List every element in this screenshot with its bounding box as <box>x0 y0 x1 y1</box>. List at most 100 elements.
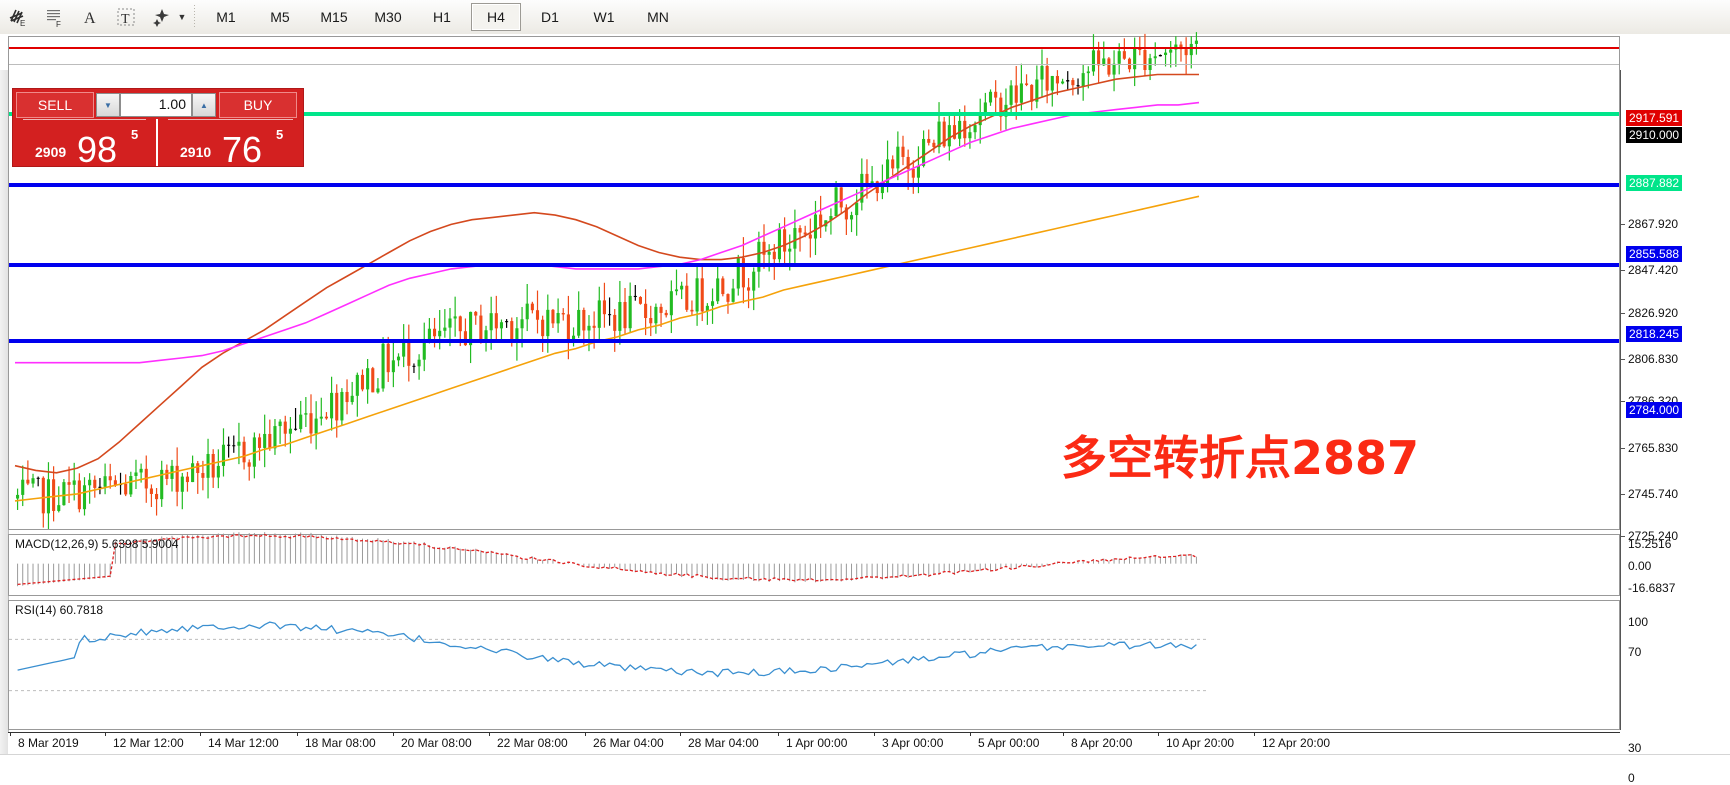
chart-annotation: 多空转折点2887 <box>1061 431 1420 485</box>
volume-increment-button[interactable]: ▲ <box>192 93 216 117</box>
price-label-2855-588: 2855.588 <box>1626 246 1683 262</box>
sell-price-fraction: 5 <box>131 127 139 142</box>
svg-text:T: T <box>121 12 130 27</box>
time-tick <box>585 732 586 736</box>
price-axis-line <box>1620 70 1621 730</box>
volume-stepper[interactable]: ▼ 1.00 ▲ <box>96 92 216 118</box>
rsi-canvas <box>9 621 1209 692</box>
time-tick <box>874 732 875 736</box>
time-label-2: 14 Mar 12:00 <box>208 736 279 750</box>
chevron-up-icon: ▲ <box>200 100 208 110</box>
time-tick <box>105 732 106 736</box>
timeframe-h4[interactable]: H4 <box>471 3 521 31</box>
buy-price-main: 76 <box>222 129 263 170</box>
price-label-2784-000: 2784.000 <box>1626 402 1683 418</box>
time-tick <box>1063 732 1064 736</box>
objects-icon[interactable] <box>144 1 180 33</box>
rsi-scale-1: 70 <box>1628 645 1642 659</box>
time-tick <box>680 732 681 736</box>
price-label-2887-882: 2887.882 <box>1626 175 1683 191</box>
price-label-2867-920: 2867.920 <box>1620 217 1678 231</box>
grid-icon[interactable]: F <box>36 1 72 33</box>
trade-panel-controls: SELL ▼ 1.00 ▲ BUY <box>13 89 303 119</box>
price-label-2847-420: 2847.420 <box>1620 263 1678 277</box>
time-tick <box>10 732 11 736</box>
volume-decrement-button[interactable]: ▼ <box>96 93 120 117</box>
text-object-icon[interactable]: T <box>108 1 144 33</box>
rsi-scale-2: 30 <box>1628 741 1642 755</box>
chart-area[interactable]: SP500-,H4 2909.250 2910.500 2908.500 291… <box>0 32 1730 785</box>
level-line-2887 <box>9 112 1619 116</box>
rsi-scale-0: 100 <box>1628 615 1649 629</box>
chevron-down-icon: ▼ <box>104 100 112 110</box>
sell-button[interactable]: SELL <box>16 92 94 118</box>
level-line-2910 <box>9 64 1619 65</box>
time-label-7: 28 Mar 04:00 <box>688 736 759 750</box>
svg-text:F: F <box>56 20 61 28</box>
timeframe-w1[interactable]: W1 <box>593 9 615 25</box>
time-axis[interactable]: 8 Mar 2019 12 Mar 12:00 14 Mar 12:00 18 Mar… <box>8 732 1620 755</box>
macd-scale-2: -16.6837 <box>1628 581 1676 595</box>
time-label-4: 20 Mar 08:00 <box>401 736 472 750</box>
buy-price-block[interactable]: 2910 76 5 <box>158 119 303 170</box>
macd-canvas <box>17 532 1197 587</box>
price-canvas <box>14 32 1200 529</box>
time-label-13: 12 Apr 20:00 <box>1262 736 1331 750</box>
time-label-3: 18 Mar 08:00 <box>305 736 376 750</box>
price-label-2910-000: 2910.000 <box>1626 127 1683 143</box>
rsi-pane[interactable]: RSI(14) 60.7818 <box>8 600 1620 730</box>
rsi-line <box>17 621 1197 678</box>
toolbar-separator <box>194 5 195 29</box>
trade-panel-prices: 2909 98 5 2910 76 5 <box>13 119 303 170</box>
buy-button[interactable]: BUY <box>219 92 297 118</box>
timeframe-d1[interactable]: D1 <box>541 9 559 25</box>
svg-text:E: E <box>20 19 25 28</box>
level-line-2784 <box>9 339 1619 343</box>
time-label-10: 5 Apr 00:00 <box>978 736 1040 750</box>
level-line-2917 <box>9 47 1619 49</box>
time-tick <box>393 732 394 736</box>
timeframe-m1[interactable]: M1 <box>216 9 236 25</box>
rsi-scale-3: 0 <box>1628 771 1635 785</box>
main-toolbar: E F A T <box>0 0 1730 35</box>
time-tick <box>1254 732 1255 736</box>
timeframe-m30[interactable]: M30 <box>374 9 402 25</box>
timeframe-m15[interactable]: M15 <box>320 9 348 25</box>
price-axis[interactable]: 2917.591 2910.000 2887.882 2867.920 2855.588… <box>1620 70 1730 785</box>
buy-price-prefix: 2910 <box>180 144 212 160</box>
time-tick <box>297 732 298 736</box>
timeframe-h1[interactable]: H1 <box>433 9 451 25</box>
time-label-0: 8 Mar 2019 <box>18 736 79 750</box>
level-line-2818 <box>9 263 1619 267</box>
indicators-icon[interactable]: E <box>0 1 36 33</box>
sell-price-prefix: 2909 <box>35 144 67 160</box>
time-label-8: 1 Apr 00:00 <box>786 736 848 750</box>
timeframe-m5[interactable]: M5 <box>270 9 290 25</box>
time-label-12: 10 Apr 20:00 <box>1166 736 1235 750</box>
price-label-2806-830: 2806.830 <box>1620 352 1678 366</box>
macd-scale-0: 15.2516 <box>1628 537 1672 551</box>
time-tick <box>200 732 201 736</box>
price-label-2765-830: 2765.830 <box>1620 441 1678 455</box>
one-click-trading-panel[interactable]: SELL ▼ 1.00 ▲ BUY 2909 98 5 <box>12 88 304 170</box>
objects-dropdown-caret-icon[interactable]: ▼ <box>177 12 187 22</box>
buy-price-fraction: 5 <box>276 127 284 142</box>
macd-pane[interactable]: MACD(12,26,9) 5.6398 5.9004 <box>8 532 1620 596</box>
sell-price-block[interactable]: 2909 98 5 <box>13 119 158 168</box>
timeframe-mn[interactable]: MN <box>647 9 669 25</box>
time-label-11: 8 Apr 20:00 <box>1071 736 1133 750</box>
price-label-2917-591: 2917.591 <box>1626 110 1683 126</box>
time-tick <box>778 732 779 736</box>
time-tick <box>1158 732 1159 736</box>
volume-input[interactable]: 1.00 <box>120 93 192 117</box>
rsi-caption: RSI(14) 60.7818 <box>15 603 104 617</box>
svg-text:A: A <box>84 10 96 27</box>
ma-line-MA-slow-orange <box>14 195 1200 502</box>
macd-caption: MACD(12,26,9) 5.6398 5.9004 <box>15 537 179 551</box>
ma-line-MA-mid-magenta <box>15 101 1200 364</box>
level-line-2855 <box>9 183 1619 187</box>
price-label-2818-245: 2818.245 <box>1626 326 1683 342</box>
time-tick <box>970 732 971 736</box>
text-label-icon[interactable]: A <box>72 1 108 33</box>
